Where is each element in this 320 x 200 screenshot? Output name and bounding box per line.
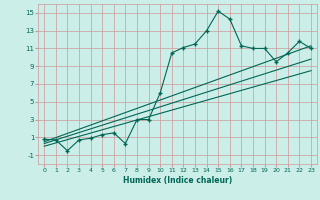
X-axis label: Humidex (Indice chaleur): Humidex (Indice chaleur) (123, 176, 232, 185)
